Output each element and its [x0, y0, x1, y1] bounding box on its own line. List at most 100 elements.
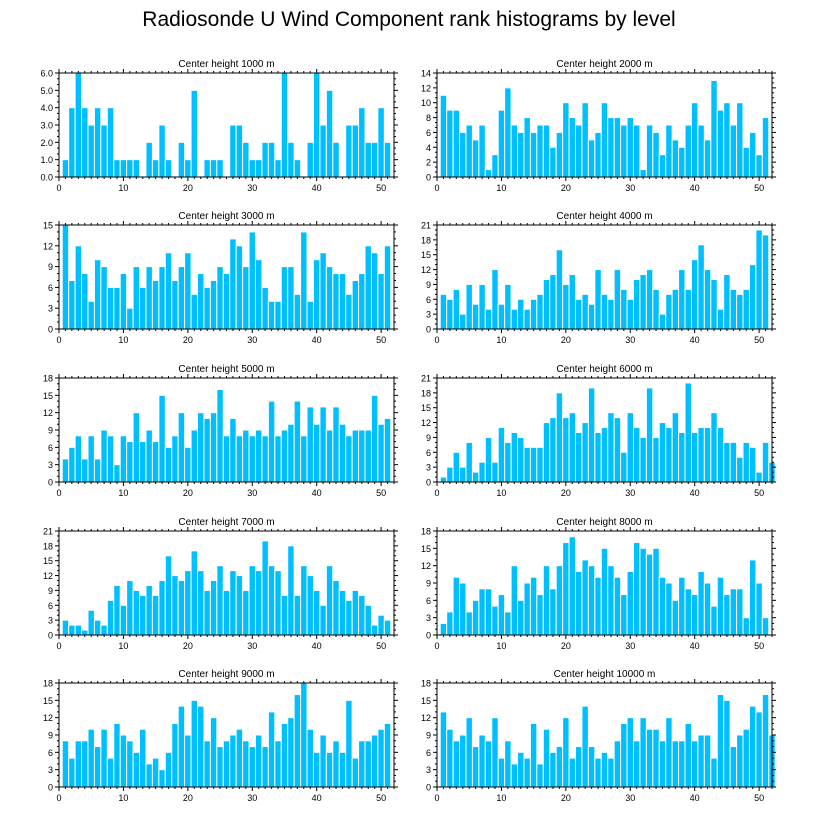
histogram-bar — [491, 461, 499, 483]
panel-title: Center height 4000 m — [556, 211, 652, 222]
histogram-bar — [632, 278, 641, 330]
histogram-bar — [274, 300, 282, 330]
histogram-bar — [145, 584, 153, 636]
histogram-bar — [197, 412, 205, 483]
histogram-bar — [465, 611, 473, 636]
histogram-bar — [678, 431, 686, 483]
y-tick-label: 4.0 — [40, 103, 53, 113]
histogram-bar — [690, 102, 699, 178]
histogram-bar — [254, 734, 263, 788]
histogram-bar — [504, 283, 512, 330]
histogram-bar — [748, 264, 757, 330]
x-tick-label: 20 — [183, 793, 193, 803]
histogram-bar — [517, 298, 525, 330]
histogram-bar — [568, 412, 577, 483]
histogram-bar — [100, 728, 108, 788]
histogram-bar — [703, 427, 712, 483]
x-tick-label: 50 — [754, 183, 764, 193]
histogram-bar — [106, 286, 115, 330]
x-tick-label: 10 — [118, 335, 128, 345]
histogram-bar — [383, 619, 392, 636]
histogram-bar — [325, 565, 334, 636]
histogram-bar — [613, 740, 622, 788]
histogram-bar — [87, 609, 95, 636]
y-tick-label: 12 — [421, 265, 431, 275]
histogram-bar — [549, 751, 557, 788]
histogram-bar — [351, 279, 360, 330]
histogram-bar — [497, 594, 506, 636]
panel-title: Center height 9000 m — [178, 669, 274, 680]
histogram-bar — [364, 141, 372, 178]
histogram-bar — [671, 412, 680, 483]
y-tick-label: 2.0 — [40, 138, 53, 148]
histogram-bar — [575, 570, 583, 636]
histogram-bar — [119, 435, 128, 483]
panel-title: Center height 6000 m — [556, 364, 652, 375]
histogram-bar — [607, 298, 615, 330]
histogram-bar — [478, 124, 486, 178]
y-tick-label: 9 — [426, 433, 431, 443]
histogram-bar — [126, 307, 134, 330]
x-tick-label: 10 — [496, 335, 506, 345]
histogram-bar — [338, 589, 347, 636]
x-tick-label: 0 — [434, 488, 439, 498]
histogram-bar — [723, 441, 731, 483]
y-tick-label: 6 — [426, 448, 431, 458]
histogram-bar — [126, 159, 134, 178]
histogram-bar — [671, 599, 680, 636]
histogram-bar — [325, 751, 334, 788]
histogram-bar — [459, 582, 467, 636]
x-tick-label: 30 — [247, 793, 257, 803]
histogram-bar — [736, 456, 744, 483]
histogram-bar — [358, 740, 366, 788]
histogram-bar — [68, 446, 76, 483]
histogram-bar — [716, 694, 725, 788]
histogram-bar — [319, 252, 327, 330]
histogram-bar — [671, 288, 680, 330]
histogram-bar — [517, 131, 525, 178]
histogram-bar — [465, 283, 473, 330]
histogram-bar — [151, 279, 160, 330]
histogram-bar — [151, 159, 160, 178]
histogram-bar — [74, 740, 83, 788]
histogram-bar — [306, 575, 314, 636]
x-tick-label: 40 — [690, 488, 700, 498]
x-tick-label: 50 — [376, 641, 386, 651]
panel-title: Center height 8000 m — [556, 517, 652, 528]
histogram-bar — [639, 717, 647, 788]
histogram-bar — [358, 273, 366, 330]
histogram-bar — [364, 740, 372, 788]
histogram-bar — [171, 722, 179, 788]
histogram-bar — [242, 429, 250, 483]
histogram-bar — [274, 570, 282, 636]
x-tick-label: 20 — [183, 641, 193, 651]
y-tick-label: 9 — [48, 586, 53, 596]
histogram-bar — [229, 417, 237, 483]
histogram-bar — [600, 751, 609, 788]
histogram-bar — [504, 87, 512, 178]
histogram-bar — [132, 412, 141, 483]
histogram-bar — [684, 722, 692, 788]
histogram-bar — [190, 699, 199, 788]
histogram-bar — [319, 406, 327, 483]
y-tick-label: 10 — [421, 98, 431, 108]
histogram-bar — [452, 451, 461, 483]
histogram-bar — [87, 728, 95, 788]
histogram-bar — [645, 269, 654, 330]
histogram-bar — [229, 124, 237, 178]
x-tick-label: 40 — [690, 183, 700, 193]
histogram-bar — [248, 746, 256, 788]
histogram-bar — [171, 279, 179, 330]
histogram-bar — [678, 146, 686, 178]
histogram-bar — [620, 288, 628, 330]
histogram-bar — [665, 427, 673, 483]
y-tick-label: 21 — [421, 374, 431, 384]
histogram-bar — [697, 244, 705, 330]
histogram-bar — [93, 619, 102, 636]
histogram-bar — [287, 423, 295, 483]
histogram-bar — [471, 303, 480, 330]
x-tick-label: 40 — [312, 488, 322, 498]
y-tick-label: 6 — [426, 295, 431, 305]
x-tick-label: 10 — [496, 488, 506, 498]
histogram-bar — [106, 757, 115, 788]
